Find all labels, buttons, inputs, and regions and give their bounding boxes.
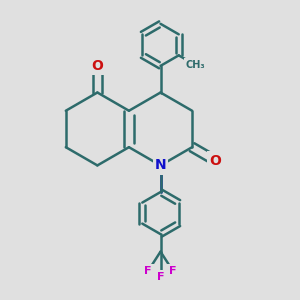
Text: CH₃: CH₃ (186, 60, 206, 70)
Text: O: O (92, 59, 103, 73)
Text: O: O (209, 154, 221, 167)
Text: N: N (155, 158, 166, 172)
Text: F: F (157, 272, 164, 282)
Text: F: F (169, 266, 177, 276)
Text: F: F (144, 266, 152, 276)
